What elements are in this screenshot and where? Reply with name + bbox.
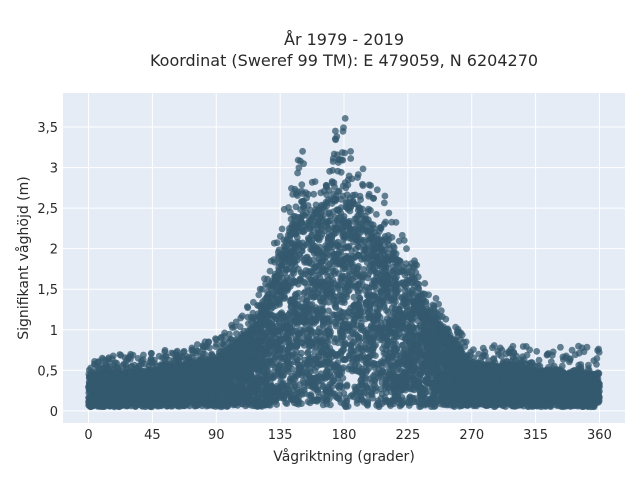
data-point: [236, 323, 244, 331]
data-point: [338, 365, 346, 373]
data-point: [319, 382, 327, 389]
data-point: [294, 169, 301, 177]
data-point: [337, 168, 345, 176]
data-point: [266, 267, 274, 275]
data-point: [205, 338, 213, 346]
data-point: [341, 339, 349, 346]
data-point: [519, 343, 527, 350]
data-point: [411, 257, 418, 265]
data-point: [490, 342, 498, 349]
data-point: [310, 190, 318, 198]
data-point: [233, 330, 240, 337]
data-point: [373, 186, 381, 194]
data-point: [343, 381, 351, 389]
data-point: [334, 238, 342, 246]
data-point: [585, 361, 592, 369]
data-point: [332, 322, 340, 330]
data-point: [526, 346, 534, 354]
data-point: [398, 231, 406, 239]
data-point: [523, 351, 531, 359]
data-point: [238, 312, 246, 320]
data-point: [380, 199, 388, 207]
data-point: [341, 149, 349, 157]
data-point: [244, 303, 251, 310]
data-point: [381, 192, 389, 200]
data-point: [294, 156, 302, 164]
data-point: [345, 268, 353, 276]
data-points: [85, 115, 603, 411]
data-point: [533, 348, 541, 355]
data-point: [298, 181, 306, 189]
data-point: [337, 204, 345, 212]
data-point: [343, 191, 351, 199]
data-point: [347, 155, 355, 162]
data-point: [367, 182, 374, 189]
data-point: [341, 115, 349, 122]
data-point: [329, 167, 336, 174]
data-point: [534, 362, 542, 370]
data-point: [365, 190, 373, 198]
data-point: [336, 391, 343, 399]
data-point: [354, 174, 361, 181]
data-point: [193, 341, 201, 348]
data-point: [583, 343, 591, 351]
data-point: [333, 335, 340, 343]
data-point: [299, 190, 306, 197]
data-point: [395, 237, 403, 245]
